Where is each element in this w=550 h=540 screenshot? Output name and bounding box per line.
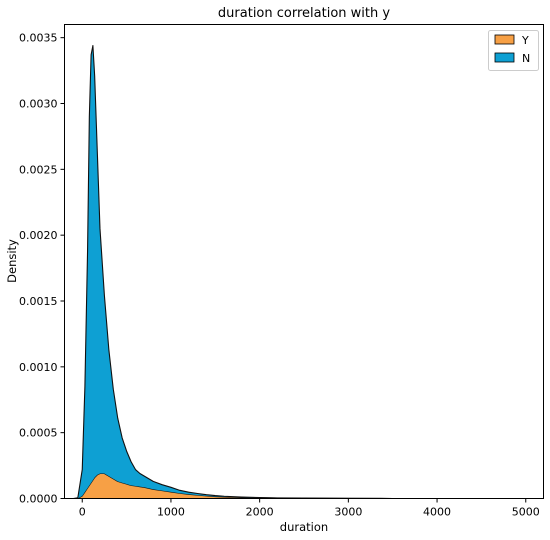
legend-label-n: N: [522, 52, 530, 65]
legend: Y N: [488, 30, 539, 71]
series-layer: [73, 45, 522, 500]
x-tick-label: 1000: [157, 506, 185, 519]
series-outline-n: [73, 45, 522, 500]
x-tick-label: 0: [79, 506, 86, 519]
y-tick-label: 0.0030: [19, 98, 58, 111]
y-tick-label: 0.0015: [19, 295, 58, 308]
x-tick-label: 4000: [423, 506, 451, 519]
y-tick-label: 0.0010: [19, 361, 58, 374]
x-axis: 0 1000 2000 3000 4000 5000: [79, 498, 540, 519]
y-tick-label: 0.0005: [19, 427, 58, 440]
chart-title: duration correlation with y: [218, 6, 390, 21]
legend-label-y: Y: [521, 34, 529, 47]
series-area-n: [73, 45, 522, 499]
x-tick-label: 3000: [334, 506, 362, 519]
x-tick-label: 2000: [246, 506, 274, 519]
y-axis: 0.0000 0.0005 0.0010 0.0015 0.0020 0.0025 0.00…: [19, 32, 65, 506]
plot-frame: [64, 24, 544, 499]
x-axis-label: duration: [280, 520, 328, 534]
legend-swatch-y: [494, 34, 515, 45]
y-tick-label: 0.0020: [19, 229, 58, 242]
legend-swatch-n: [494, 52, 515, 63]
y-axis-label: Density: [5, 239, 19, 283]
x-tick-label: 5000: [512, 506, 540, 519]
y-tick-label: 0.0025: [19, 163, 58, 176]
y-tick-label: 0.0000: [19, 493, 58, 506]
y-tick-label: 0.0035: [19, 32, 58, 45]
series-area-y: [73, 473, 522, 499]
